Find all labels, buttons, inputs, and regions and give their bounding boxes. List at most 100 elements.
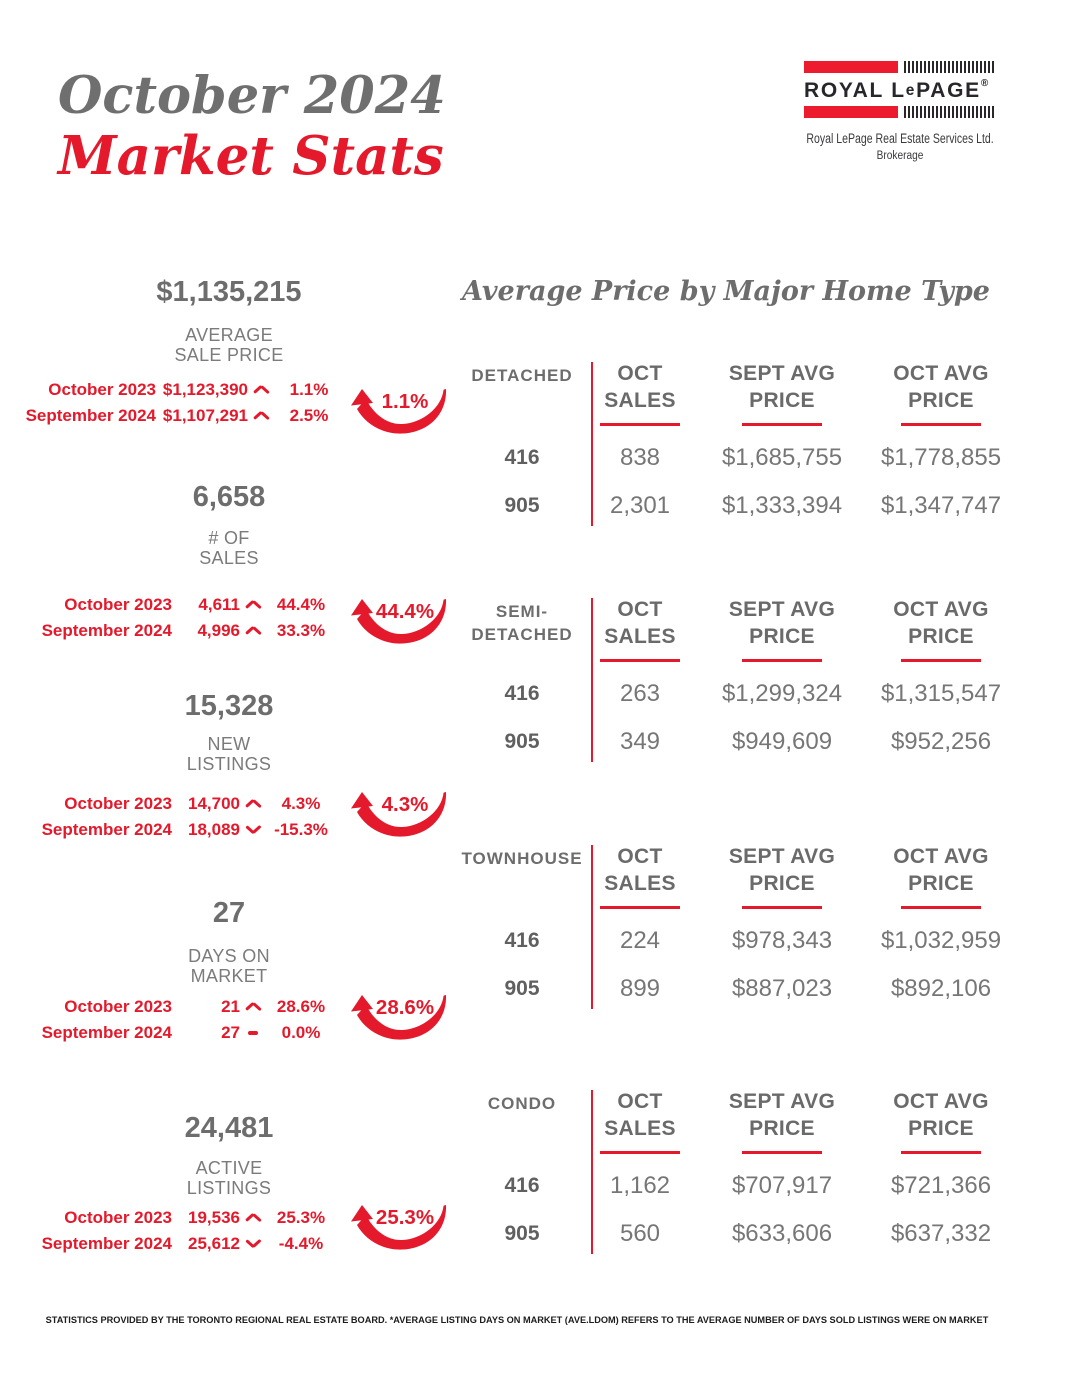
oct-avg-price-value: $892,106 (890, 975, 992, 1002)
percent-change: 33.3% (276, 621, 326, 640)
percent-change: 0.0% (281, 1023, 321, 1042)
trend-caret-icon (240, 825, 266, 835)
oct-sales-value: 224 (619, 927, 661, 954)
percent-change: 25.3% (276, 1208, 326, 1227)
sept-avg-price-value: $1,685,755 (721, 444, 843, 471)
price-table-condo: CONDO OCT SALES SEPT AVG PRICE OCT AVG P… (0, 1088, 1066, 1258)
logo-company-name-text: Royal LePage Real Estate Services Ltd. (806, 131, 994, 146)
table-divider-line (591, 362, 593, 526)
stat-row: September 2024 27 0.0% (0, 1020, 360, 1046)
logo-stripes-icon (904, 61, 996, 73)
price-table-semi-detached: SEMI- DETACHED OCT SALES SEPT AVG PRICE … (0, 596, 1066, 766)
percent-change: -15.3% (274, 820, 328, 839)
logo-brokerage-label: Brokerage (876, 150, 924, 162)
logo-red-bar-icon (804, 61, 898, 73)
stat-label: # OF SALES (199, 528, 259, 568)
price-table-heading: Average Price by Major Home Type (462, 276, 990, 307)
sept-avg-price-value: $978,343 (731, 927, 833, 954)
column-header-sept-avg-price: SEPT AVG PRICE (728, 362, 836, 412)
area-code-label: 416 (504, 929, 540, 952)
stat-row: October 2023 21 28.6% (0, 994, 360, 1020)
column-header-oct-sales: OCT SALES (604, 598, 676, 648)
curved-arrow-icon: 1.1% (351, 389, 447, 434)
stat-comparison-rows: October 2023 14,700 4.3% September 2024 … (0, 791, 360, 843)
logo-wordmark-e: e (905, 81, 917, 99)
stat-value: 6,658 (192, 481, 266, 513)
header-underline (901, 423, 981, 426)
percent-change: 4.3% (281, 794, 321, 813)
stat-label: AVERAGE SALE PRICE (174, 325, 284, 365)
curved-arrow-icon: 44.4% (351, 599, 447, 644)
percent-change: -4.4% (278, 1234, 324, 1253)
sept-avg-price-value: $707,917 (731, 1172, 833, 1199)
oct-sales-value: 838 (619, 444, 661, 471)
oct-sales-value: 263 (619, 680, 661, 707)
oct-avg-price-value: $637,332 (890, 1220, 992, 1247)
oct-avg-price-value: $1,315,547 (880, 680, 1002, 707)
period-value: 14,700 (188, 794, 240, 813)
period-label: September 2024 (41, 1023, 172, 1042)
oct-avg-price-value: $1,347,747 (880, 492, 1002, 519)
header-underline (600, 906, 680, 909)
oct-sales-value: 899 (619, 975, 661, 1002)
header-underline (901, 659, 981, 662)
sept-avg-price-value: $633,606 (731, 1220, 833, 1247)
period-value: 25,612 (188, 1234, 240, 1253)
stat-value: 15,328 (184, 690, 274, 722)
period-value: 4,611 (198, 595, 240, 614)
price-table-townhouse: TOWNHOUSE OCT SALES SEPT AVG PRICE OCT A… (0, 843, 1066, 1013)
oct-sales-value: 2,301 (609, 492, 671, 519)
stat-row: October 2023 14,700 4.3% (0, 791, 360, 817)
area-code-label: 905 (504, 977, 540, 1000)
logo-wordmark-royal-l: ROYAL L (804, 78, 906, 102)
percent-change: 28.6% (276, 997, 326, 1016)
stat-comparison-rows: October 2023 19,536 25.3% September 2024… (0, 1205, 360, 1257)
period-value: 18,089 (188, 820, 240, 839)
period-value: $1,123,390 (162, 380, 248, 399)
stat-value: 24,481 (184, 1112, 274, 1144)
percent-change: 2.5% (289, 406, 329, 425)
period-label: October 2023 (64, 794, 172, 813)
area-code-label: 905 (504, 494, 540, 517)
period-value: 21 (221, 997, 240, 1016)
column-header-oct-avg-price: OCT AVG PRICE (893, 845, 989, 895)
area-code-label: 905 (504, 1222, 540, 1245)
table-divider-line (591, 598, 593, 762)
trend-caret-icon (240, 799, 266, 809)
stat-value: $1,135,215 (156, 276, 302, 308)
percent-change: 44.4% (276, 595, 326, 614)
stat-comparison-rows: October 2023 21 28.6% September 2024 27 … (0, 994, 360, 1046)
stat-label: ACTIVE LISTINGS (186, 1158, 272, 1198)
registered-trademark-icon: ® (980, 78, 989, 89)
stat-label: DAYS ON MARKET (188, 946, 270, 986)
logo-bottom-bar (804, 106, 996, 118)
stat-comparison-rows: October 2023 $1,123,390 1.1% September 2… (0, 377, 360, 429)
period-label: October 2023 (48, 380, 156, 399)
oct-avg-price-value: $1,032,959 (880, 927, 1002, 954)
logo-wordmark-page: PAGE (916, 78, 981, 102)
period-label: September 2024 (25, 406, 156, 425)
period-label: October 2023 (64, 595, 172, 614)
period-value: 4,996 (197, 621, 240, 640)
sept-avg-price-value: $1,333,394 (721, 492, 843, 519)
header-underline (742, 1151, 822, 1154)
logo-top-bar (804, 61, 996, 73)
trend-arrow-badge: 28.6% (351, 994, 449, 1042)
home-type-label: TOWNHOUSE (461, 849, 583, 868)
table-divider-line (591, 1090, 593, 1254)
logo-stripes-icon (904, 106, 996, 118)
badge-percent: 28.6% (376, 996, 434, 1019)
home-type-label: DETACHED (471, 366, 573, 385)
oct-avg-price-value: $721,366 (890, 1172, 992, 1199)
stat-row: September 2024 4,996 33.3% (0, 618, 360, 644)
curved-arrow-icon: 28.6% (351, 995, 447, 1040)
curved-arrow-icon: 25.3% (351, 1205, 447, 1250)
column-header-sept-avg-price: SEPT AVG PRICE (728, 598, 836, 648)
trend-arrow-badge: 1.1% (351, 388, 449, 436)
column-header-oct-sales: OCT SALES (604, 845, 676, 895)
column-header-oct-sales: OCT SALES (604, 1090, 676, 1140)
header-underline (742, 423, 822, 426)
header-underline (600, 1151, 680, 1154)
